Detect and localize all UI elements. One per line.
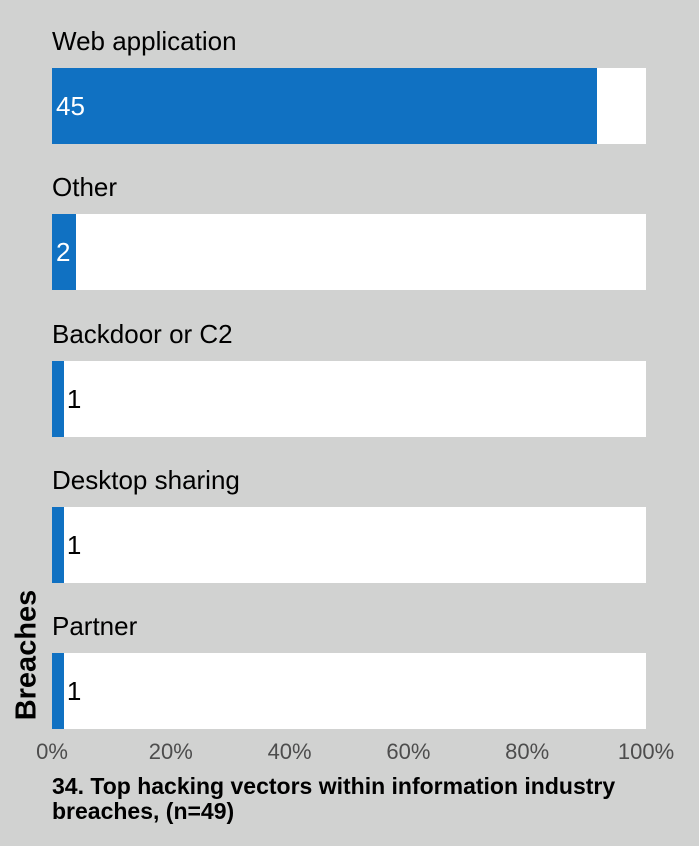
x-tick-label: 40% [267, 739, 312, 764]
data-label: 45 [56, 91, 85, 121]
data-label: 1 [66, 676, 82, 706]
x-tick-label: 60% [386, 739, 431, 764]
category-label: Desktop sharing [52, 465, 240, 495]
category-label: Web application [52, 26, 237, 56]
y-axis-label: Breaches [10, 589, 43, 721]
data-label: 1 [66, 530, 82, 560]
bar-track: 1 [52, 361, 646, 437]
data-label: 2 [56, 237, 71, 267]
category-label: Partner [52, 611, 138, 641]
x-tick-label: 20% [148, 739, 193, 764]
bar-track: 1 [52, 507, 646, 583]
bar [52, 361, 64, 437]
bar-track: 45 [52, 68, 646, 144]
bar [52, 507, 64, 583]
x-tick-label: 0% [36, 739, 68, 764]
data-label: 1 [66, 384, 82, 414]
x-tick-label: 100% [617, 739, 675, 764]
category-label: Backdoor or C2 [52, 319, 233, 349]
category-label: Other [52, 172, 118, 202]
bar [52, 653, 64, 729]
bar [52, 68, 598, 144]
bar-track: 1 [52, 653, 646, 729]
bar [52, 214, 77, 290]
x-tick-label: 80% [505, 739, 550, 764]
bar-track: 2 [52, 214, 646, 290]
chart-title: 34. Top hacking vectors within informati… [52, 773, 616, 824]
